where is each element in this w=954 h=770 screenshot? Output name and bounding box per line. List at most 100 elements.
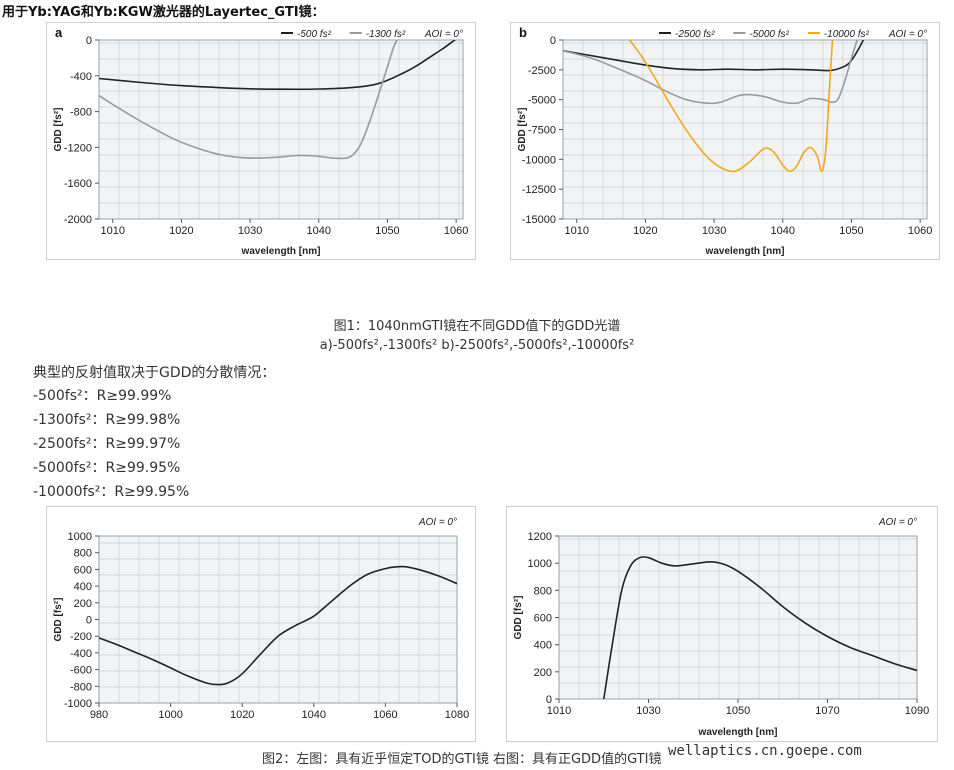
chart-a-svg: 1010 1020 1030 1040 1050 1060 0 -400 -800 -1200 -1… bbox=[53, 25, 468, 257]
y-tick-label: 1200 bbox=[528, 531, 552, 543]
x-tick-label: 1060 bbox=[373, 709, 397, 721]
y-tick-label: -2500 bbox=[528, 65, 556, 77]
y-tick-label: 600 bbox=[74, 564, 92, 576]
series-line bbox=[99, 565, 457, 686]
x-tick-label: 980 bbox=[90, 709, 108, 721]
legend-label: -2500 fs² bbox=[675, 29, 715, 40]
figure2-caption: 图2：左图：具有近乎恒定TOD的GTI镜 右图：具有正GDD值的GTI镜 bbox=[262, 752, 662, 767]
x-tick-label: 1030 bbox=[238, 225, 262, 237]
x-tick-label: 1040 bbox=[771, 225, 795, 237]
x-tick-label: 1070 bbox=[815, 705, 839, 717]
y-tick-label: -400 bbox=[70, 71, 92, 83]
legend-label: -500 fs² bbox=[297, 29, 332, 40]
x-tick-label: 1020 bbox=[633, 225, 657, 237]
reflectivity-item: -2500fs²：R≥99.97% bbox=[33, 436, 181, 452]
aoi-label: AOI = 0° bbox=[424, 29, 463, 40]
chart-positive-gdd-svg: 1010 1030 1050 1070 1090 1200 1000 800 600 400 200… bbox=[513, 517, 929, 738]
chart-panel-a: 1010 1020 1030 1040 1050 1060 0 -400 -800 -1200 -1… bbox=[46, 22, 476, 260]
y-tick-label: -10000 bbox=[522, 154, 556, 166]
x-tick-label: 1060 bbox=[908, 225, 932, 237]
y-tick-label: 0 bbox=[86, 35, 92, 47]
x-tick-label: 1040 bbox=[307, 225, 331, 237]
reflectivity-item: -1300fs²：R≥99.98% bbox=[33, 412, 181, 428]
y-axis-label: GDD [fs²] bbox=[53, 598, 64, 642]
x-tick-label: 1020 bbox=[169, 225, 193, 237]
y-tick-label: 600 bbox=[534, 613, 552, 625]
y-tick-label: 1000 bbox=[528, 558, 552, 570]
chart-constant-tod-svg: 980 1000 1020 1040 1060 1080 1000 800 600 400 200 0… bbox=[53, 517, 469, 721]
legend-label: -1300 fs² bbox=[366, 29, 406, 40]
y-tick-label: 800 bbox=[534, 585, 552, 597]
panel-label: a bbox=[55, 25, 63, 40]
x-tick-label: 1080 bbox=[445, 709, 469, 721]
y-tick-label: -1000 bbox=[64, 698, 92, 710]
x-axis-label: wavelength [nm] bbox=[698, 727, 778, 738]
x-tick-label: 1050 bbox=[726, 705, 750, 717]
x-tick-label: 1010 bbox=[564, 225, 588, 237]
plot-frame bbox=[98, 39, 464, 220]
y-tick-label: 400 bbox=[74, 581, 92, 593]
reflectivity-item: -500fs²：R≥99.99% bbox=[33, 388, 172, 404]
y-axis-label: GDD [fs²] bbox=[53, 108, 64, 152]
y-axis-label: GDD [fs²] bbox=[513, 596, 524, 640]
y-tick-label: -7500 bbox=[528, 125, 556, 137]
figure1-caption-line1: 图1：1040nmGTI镜在不同GDD值下的GDD光谱 bbox=[333, 319, 621, 334]
y-tick-label: 800 bbox=[74, 548, 92, 560]
aoi-label: AOI = 0° bbox=[418, 517, 457, 528]
series-line bbox=[628, 40, 834, 173]
y-axis-label: GDD [fs²] bbox=[517, 108, 528, 152]
aoi-label: AOI = 0° bbox=[878, 517, 917, 528]
chart-b-svg: 1010 1020 1030 1040 1050 1060 0 -2500 -5000 -7500… bbox=[517, 25, 932, 257]
y-tick-label: -400 bbox=[70, 648, 92, 660]
reflectivity-item: -5000fs²：R≥99.95% bbox=[33, 460, 181, 476]
y-tick-label: -15000 bbox=[522, 214, 556, 226]
y-tick-label: -5000 bbox=[528, 95, 556, 107]
series-line bbox=[99, 40, 457, 91]
reflectivity-intro: 典型的反射值取决于GDD的分散情况： bbox=[33, 365, 276, 381]
plot-area bbox=[99, 40, 463, 219]
x-tick-label: 1030 bbox=[636, 705, 660, 717]
series-line bbox=[563, 40, 858, 105]
watermark-url: wellaptics.cn.goepe.com bbox=[668, 743, 862, 759]
series-line bbox=[603, 556, 917, 699]
y-tick-label: 400 bbox=[534, 640, 552, 652]
x-tick-label: 1020 bbox=[230, 709, 254, 721]
plot-area bbox=[563, 40, 927, 219]
panel-label: b bbox=[519, 25, 527, 40]
plot-area bbox=[99, 536, 457, 703]
aoi-label: AOI = 0° bbox=[888, 29, 927, 40]
plot-area bbox=[559, 536, 917, 699]
x-axis-label: wavelength [nm] bbox=[241, 246, 321, 257]
x-tick-label: 1050 bbox=[839, 225, 863, 237]
x-tick-label: 1060 bbox=[444, 225, 468, 237]
x-tick-label: 1040 bbox=[302, 709, 326, 721]
figure1-caption-line2: a)-500fs²,-1300fs² b)-2500fs²,-5000fs²,-… bbox=[319, 338, 635, 353]
chart-panel-constant-tod: 980 1000 1020 1040 1060 1080 1000 800 600 400 200 0… bbox=[46, 506, 476, 742]
y-tick-label: -600 bbox=[70, 665, 92, 677]
y-tick-label: 1000 bbox=[68, 531, 92, 543]
x-tick-label: 1050 bbox=[375, 225, 399, 237]
y-tick-label: 0 bbox=[550, 35, 556, 47]
x-tick-label: 1010 bbox=[547, 705, 571, 717]
y-tick-label: -800 bbox=[70, 107, 92, 119]
x-axis-label: wavelength [nm] bbox=[705, 246, 785, 257]
y-tick-label: 0 bbox=[86, 615, 92, 627]
chart-panel-b: 1010 1020 1030 1040 1050 1060 0 -2500 -5000 -7500… bbox=[510, 22, 940, 260]
series-line bbox=[99, 40, 398, 160]
y-tick-label: 200 bbox=[74, 598, 92, 610]
chart-panel-positive-gdd: 1010 1030 1050 1070 1090 1200 1000 800 600 400 200… bbox=[506, 506, 938, 742]
y-tick-label: -2000 bbox=[64, 214, 92, 226]
y-tick-label: -12500 bbox=[522, 184, 556, 196]
x-tick-label: 1010 bbox=[100, 225, 124, 237]
x-tick-label: 1090 bbox=[905, 705, 929, 717]
y-tick-label: 200 bbox=[534, 667, 552, 679]
x-tick-label: 1030 bbox=[702, 225, 726, 237]
y-tick-label: -800 bbox=[70, 681, 92, 693]
page-heading: 用于Yb:YAG和Yb:KGW激光器的Layertec_GTI镜： bbox=[2, 5, 325, 20]
x-tick-label: 1000 bbox=[158, 709, 182, 721]
y-tick-label: -200 bbox=[70, 631, 92, 643]
legend-label: -5000 fs² bbox=[749, 29, 789, 40]
legend-label: -10000 fs² bbox=[824, 29, 870, 40]
y-tick-label: 0 bbox=[546, 694, 552, 706]
y-tick-label: -1200 bbox=[64, 142, 92, 154]
